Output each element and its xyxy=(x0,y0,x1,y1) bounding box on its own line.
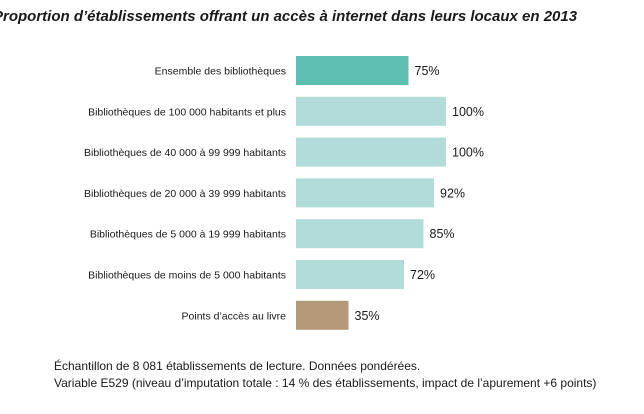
bar xyxy=(296,219,424,249)
chart-title: Proportion d’établissements offrant un a… xyxy=(0,8,578,25)
value-label: 75% xyxy=(415,64,440,78)
bar xyxy=(296,260,404,289)
value-label: 85% xyxy=(430,227,455,241)
value-label: 92% xyxy=(440,186,465,200)
value-label: 100% xyxy=(452,146,484,160)
bar xyxy=(296,178,434,208)
category-label: Points d’accès au livre xyxy=(182,310,287,322)
note-sample: Échantillon de 8 081 établissements de l… xyxy=(54,359,421,373)
category-label: Bibliothèques de 40 000 à 99 999 habitan… xyxy=(84,147,286,159)
category-label: Bibliothèques de 20 000 à 39 999 habitan… xyxy=(84,188,286,200)
bar-chart: Ensemble des bibliothèques 75% Bibliothèqu… xyxy=(84,56,484,330)
chart-notes: Échantillon de 8 081 établissements de l… xyxy=(54,358,596,392)
value-label: 72% xyxy=(410,268,435,282)
category-label: Bibliothèques de 100 000 habitants et pl… xyxy=(88,106,286,118)
value-label: 100% xyxy=(452,105,484,119)
bar xyxy=(296,137,446,167)
note-variable: Variable E529 (niveau d’imputation total… xyxy=(54,376,597,390)
bar xyxy=(296,300,349,330)
category-label: Bibliothèques de moins de 5 000 habitant… xyxy=(88,270,286,282)
value-label: 35% xyxy=(355,309,380,323)
category-label: Ensemble des bibliothèques xyxy=(155,66,286,78)
category-label: Bibliothèques de 5 000 à 19 999 habitant… xyxy=(90,229,286,241)
bar xyxy=(296,96,446,126)
bar xyxy=(296,56,409,85)
